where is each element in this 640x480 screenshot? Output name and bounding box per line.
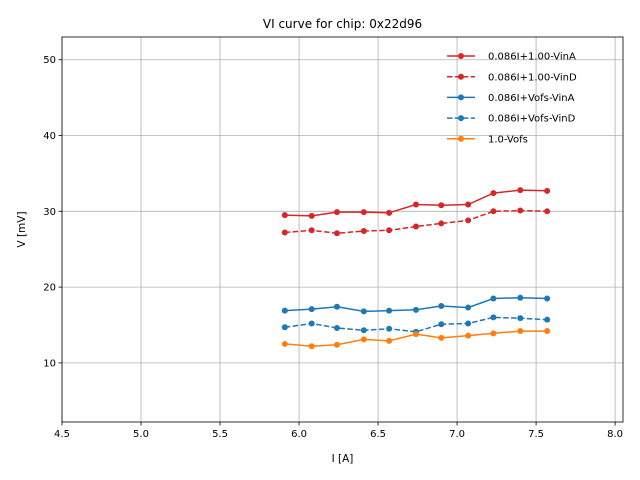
legend-label: 1.0-Vofs xyxy=(488,134,528,145)
legend-label: 0.086I+1.00-VinA xyxy=(488,52,576,63)
data-point xyxy=(360,308,367,315)
data-point xyxy=(490,295,497,302)
data-point xyxy=(386,227,393,234)
legend-marker xyxy=(458,53,464,59)
data-point xyxy=(544,328,551,335)
legend-label: 0.086I+Vofs-VinA xyxy=(488,93,575,104)
data-point xyxy=(308,227,315,234)
legend-entry: 0.086I+1.00-VinD xyxy=(447,72,577,83)
data-point xyxy=(490,208,497,215)
series-2 xyxy=(281,294,551,315)
data-point xyxy=(490,190,497,197)
chart-title: VI curve for chip: 0x22d96 xyxy=(263,17,422,31)
data-point xyxy=(438,220,445,227)
y-tick-label: 10 xyxy=(43,358,56,369)
y-tick-label: 20 xyxy=(43,283,56,294)
data-point xyxy=(438,202,445,209)
data-point xyxy=(438,334,445,341)
data-point xyxy=(490,314,497,321)
data-point xyxy=(308,306,315,313)
data-point xyxy=(308,320,315,327)
data-point xyxy=(333,303,340,310)
series-0 xyxy=(281,187,551,219)
y-tick-label: 50 xyxy=(43,55,56,66)
y-tick-label: 30 xyxy=(43,207,56,218)
data-point xyxy=(438,303,445,310)
data-point xyxy=(465,201,472,208)
data-point xyxy=(517,328,524,335)
data-point xyxy=(360,327,367,334)
series-4 xyxy=(281,328,551,350)
legend-label: 0.086I+1.00-VinD xyxy=(488,72,577,83)
data-point xyxy=(386,337,393,344)
data-point xyxy=(281,340,288,347)
data-point xyxy=(465,332,472,339)
x-tick-label: 6.0 xyxy=(291,429,307,440)
data-series xyxy=(281,187,551,350)
x-tick-label: 6.5 xyxy=(370,429,386,440)
x-tick-label: 4.5 xyxy=(54,429,70,440)
legend-entry: 0.086I+Vofs-VinD xyxy=(447,114,576,125)
data-point xyxy=(360,209,367,216)
data-point xyxy=(465,217,472,224)
x-tick-label: 7.5 xyxy=(528,429,544,440)
data-point xyxy=(281,324,288,331)
legend-marker xyxy=(458,115,464,122)
axis-ticks: 4.5 5.0 5.5 6.0 6.5 7.0 7.5 8.0 10 20 30 40 50 xyxy=(43,55,623,440)
data-point xyxy=(333,209,340,216)
legend-marker xyxy=(458,135,464,142)
series-1 xyxy=(281,207,551,237)
legend-entry: 0.086I+1.00-VinA xyxy=(447,52,576,63)
x-tick-label: 5.0 xyxy=(133,429,149,440)
data-point xyxy=(281,307,288,314)
data-point xyxy=(544,316,551,323)
data-point xyxy=(281,212,288,219)
data-point xyxy=(333,230,340,237)
data-point xyxy=(517,207,524,214)
data-point xyxy=(412,201,419,208)
data-point xyxy=(465,320,472,327)
x-axis-label: I [A] xyxy=(332,453,354,465)
legend-marker xyxy=(458,94,464,101)
data-point xyxy=(333,341,340,348)
data-point xyxy=(465,304,472,311)
data-point xyxy=(412,331,419,338)
plot-area-frame xyxy=(61,36,624,423)
data-point xyxy=(281,229,288,236)
data-point xyxy=(386,209,393,216)
y-axis-label: V [mV] xyxy=(16,211,28,247)
x-tick-label: 5.5 xyxy=(212,429,228,440)
legend-entry: 0.086I+Vofs-VinA xyxy=(447,93,575,104)
data-point xyxy=(517,294,524,301)
data-point xyxy=(412,306,419,313)
data-point xyxy=(360,228,367,235)
legend: 0.086I+1.00-VinA 0.086I+1.00-VinD 0.086I+V… xyxy=(447,52,577,145)
data-point xyxy=(308,343,315,350)
data-point xyxy=(386,307,393,314)
x-tick-label: 7.0 xyxy=(449,429,465,440)
data-point xyxy=(544,295,551,302)
data-point xyxy=(517,315,524,322)
data-point xyxy=(490,330,497,337)
data-point xyxy=(517,187,524,194)
data-point xyxy=(360,336,367,343)
legend-marker xyxy=(458,73,464,80)
data-point xyxy=(386,325,393,332)
data-point xyxy=(308,212,315,219)
data-point xyxy=(412,223,419,230)
series-line xyxy=(284,316,548,333)
y-tick-label: 40 xyxy=(43,131,56,142)
legend-entry: 1.0-Vofs xyxy=(447,134,528,145)
legend-label: 0.086I+Vofs-VinD xyxy=(488,114,576,125)
data-point xyxy=(333,325,340,332)
x-tick-label: 8.0 xyxy=(607,429,623,440)
data-point xyxy=(544,208,551,215)
data-point xyxy=(438,321,445,328)
data-point xyxy=(544,187,551,194)
